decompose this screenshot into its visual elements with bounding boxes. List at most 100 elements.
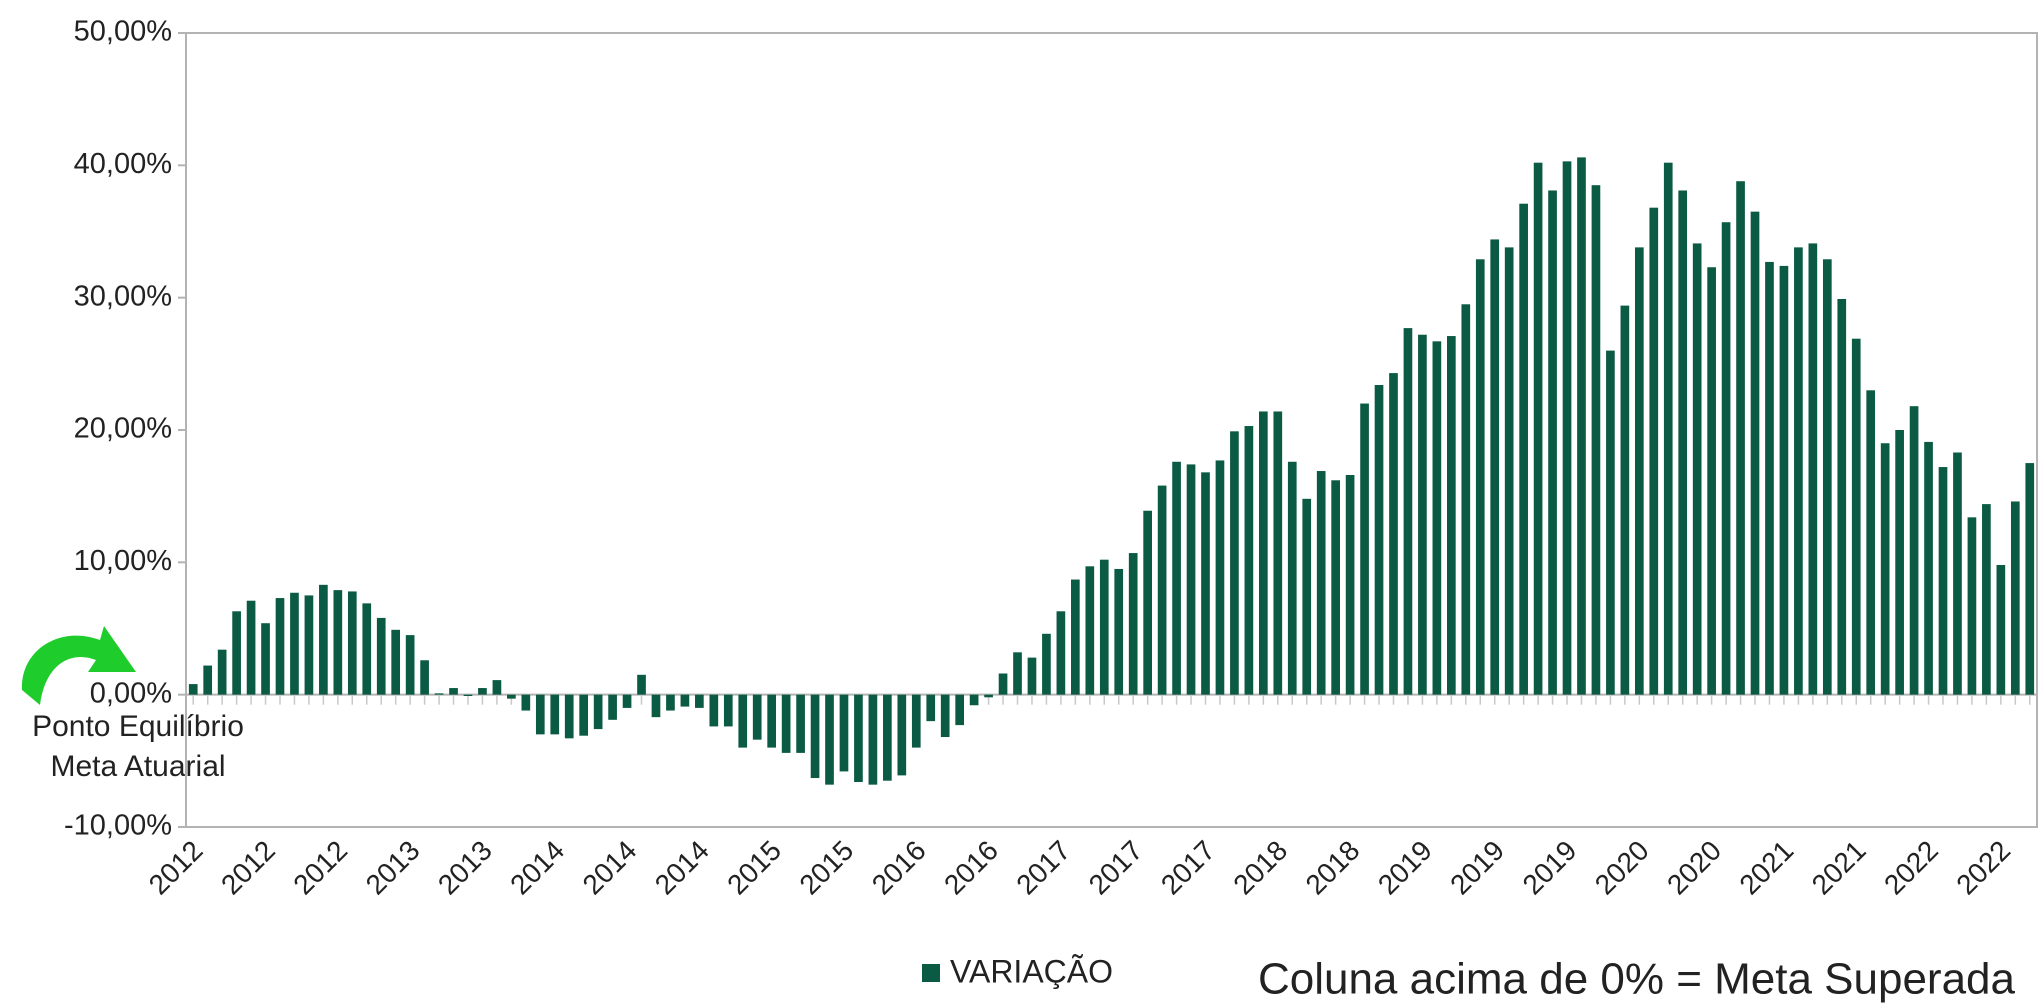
bar xyxy=(449,688,458,695)
bar xyxy=(984,694,993,698)
x-tick-label: 2017 xyxy=(1155,835,1221,901)
bar xyxy=(1273,411,1283,695)
bar xyxy=(1374,385,1384,695)
x-tick-label: 2019 xyxy=(1517,835,1583,901)
bar xyxy=(463,694,473,696)
bar xyxy=(535,694,545,735)
bar xyxy=(2010,501,2020,695)
x-tick-label: 2016 xyxy=(938,835,1004,901)
y-tick-label: 20,00% xyxy=(74,413,172,445)
bar xyxy=(1707,267,1716,695)
bar xyxy=(1128,553,1138,695)
bar xyxy=(1794,247,1803,695)
x-tick-label: 2012 xyxy=(143,835,209,901)
x-tick-label: 2017 xyxy=(1010,835,1076,901)
bar xyxy=(926,694,936,722)
bar xyxy=(1418,334,1427,695)
x-tick-label: 2015 xyxy=(793,835,859,901)
bar xyxy=(1750,211,1760,695)
bar xyxy=(1634,247,1644,695)
bar xyxy=(347,591,357,695)
bar xyxy=(1880,443,1890,695)
x-tick-label: 2020 xyxy=(1589,835,1655,901)
bar xyxy=(564,694,574,739)
annotation: Ponto Equilíbrio xyxy=(32,710,244,743)
bar xyxy=(651,694,661,718)
bar xyxy=(1504,247,1514,695)
bar xyxy=(319,584,328,695)
bar xyxy=(246,600,256,695)
bar xyxy=(825,694,834,785)
bar xyxy=(1331,480,1340,695)
x-tick-label: 2012 xyxy=(215,835,281,901)
bar xyxy=(1996,564,2006,695)
y-tick-label: 50,00% xyxy=(74,16,172,48)
bar xyxy=(1099,559,1109,695)
bar xyxy=(521,694,531,711)
bar xyxy=(781,694,791,753)
bar xyxy=(188,684,198,695)
bar xyxy=(1259,411,1268,695)
x-tick-label: 2022 xyxy=(1878,835,1944,901)
bar xyxy=(1490,239,1500,695)
x-tick-label: 2018 xyxy=(1300,835,1366,901)
x-tick-label: 2015 xyxy=(721,835,787,901)
bar xyxy=(854,694,863,783)
bar xyxy=(1721,222,1731,695)
bar xyxy=(1765,261,1774,695)
x-tick-label: 2021 xyxy=(1806,835,1872,901)
bar xyxy=(767,694,777,748)
bar xyxy=(1606,350,1615,695)
y-tick-label: 30,00% xyxy=(74,280,172,312)
legend-swatch xyxy=(922,964,940,982)
bar xyxy=(333,590,343,695)
bar xyxy=(217,649,227,695)
bar xyxy=(203,665,213,695)
bar xyxy=(1302,498,1312,695)
x-tick-label: 2014 xyxy=(504,835,570,901)
bar xyxy=(1389,373,1398,695)
bar xyxy=(1692,243,1702,695)
bar xyxy=(593,694,603,730)
bar xyxy=(1042,633,1051,695)
annotation: Meta Atuarial xyxy=(50,750,225,783)
bar xyxy=(434,693,444,695)
bar xyxy=(492,680,502,695)
bar xyxy=(1851,338,1861,695)
bar xyxy=(261,623,270,695)
bar xyxy=(1345,474,1355,695)
arrow-icon xyxy=(21,626,136,705)
bar xyxy=(275,598,285,695)
bar xyxy=(1895,430,1904,695)
bar xyxy=(1649,207,1659,695)
bar xyxy=(1533,162,1543,695)
bar xyxy=(1982,504,1991,695)
bar xyxy=(232,611,241,695)
bar xyxy=(391,629,401,695)
x-tick-label: 2014 xyxy=(649,835,715,901)
y-tick-label: -10,00% xyxy=(64,810,172,842)
bar xyxy=(290,592,299,695)
bar xyxy=(1562,161,1572,695)
bar xyxy=(376,617,386,695)
bar xyxy=(1519,203,1528,695)
bar xyxy=(1808,243,1818,695)
x-tick-label: 2022 xyxy=(1950,835,2016,901)
x-tick-label: 2013 xyxy=(360,835,426,901)
bar xyxy=(1244,426,1254,695)
x-tick-label: 2013 xyxy=(432,835,498,901)
bar xyxy=(1287,461,1297,695)
bar xyxy=(709,694,719,727)
bar xyxy=(1085,566,1095,695)
x-tick-label: 2012 xyxy=(287,835,353,901)
bar xyxy=(1924,441,1933,695)
bar xyxy=(666,694,675,711)
bar xyxy=(1013,652,1022,695)
bar xyxy=(940,694,950,738)
bar xyxy=(1027,657,1037,695)
bar xyxy=(1866,390,1876,695)
legend-label: VARIAÇÃO xyxy=(950,953,1113,989)
bar xyxy=(1201,472,1210,695)
